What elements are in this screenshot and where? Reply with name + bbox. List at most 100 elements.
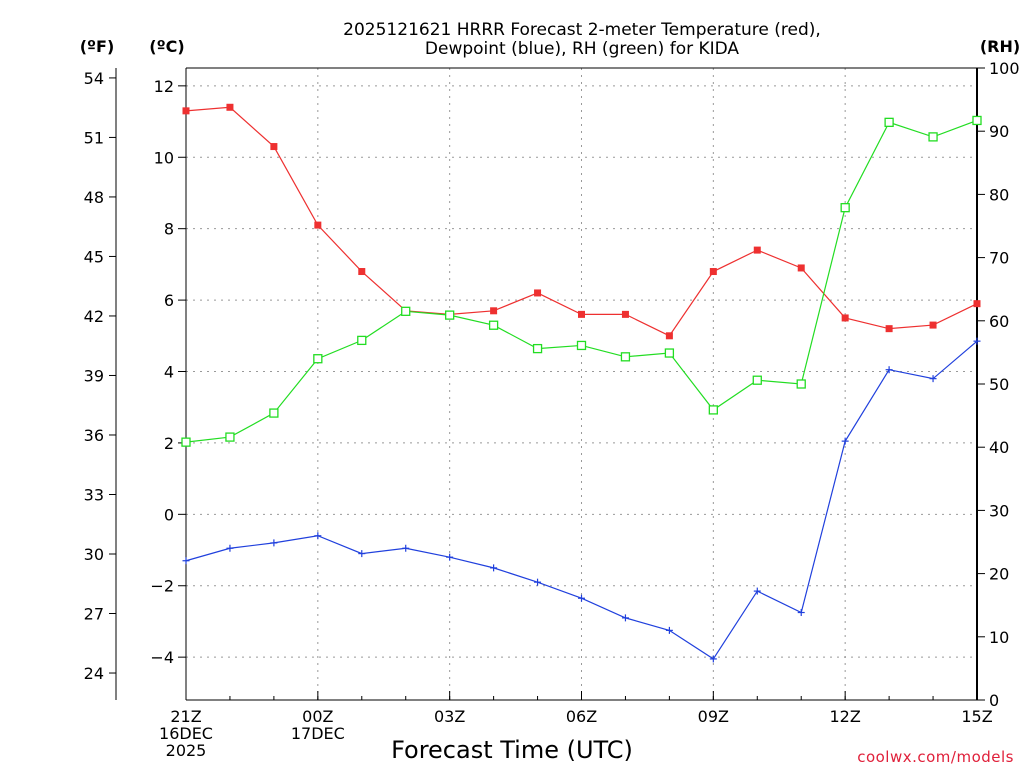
fahrenheit-tick-label: 51	[84, 128, 104, 147]
rh-tick-label: 90	[989, 122, 1009, 141]
temperature-point	[490, 307, 498, 315]
temperature-point	[797, 264, 805, 272]
dewpoint-point	[358, 550, 366, 558]
data-series	[181, 103, 982, 663]
series-rh	[181, 115, 982, 447]
temperature-point	[578, 310, 585, 318]
celsius-tick-label: 8	[164, 220, 174, 239]
temperature-point	[753, 246, 761, 254]
celsius-tick-label: 10	[154, 148, 174, 167]
temperature-point	[709, 268, 717, 276]
fahrenheit-tick-label: 48	[84, 188, 104, 207]
rh-point	[576, 340, 587, 351]
rh-point	[357, 335, 367, 346]
celsius-tick-label: −4	[150, 648, 174, 667]
dewpoint-point	[665, 626, 673, 634]
celsius-tick-label: −2	[150, 577, 174, 596]
source-credit: coolwx.com/models	[857, 748, 1014, 766]
temperature-point	[973, 300, 981, 308]
rh-point	[840, 203, 850, 213]
temperature-point	[270, 143, 278, 151]
rh-point	[884, 117, 894, 128]
rh-point	[313, 354, 323, 364]
rh-tick-label: 10	[989, 628, 1009, 647]
rh-point	[708, 405, 718, 415]
series-dewpoint	[182, 337, 981, 663]
series-temperature	[182, 103, 981, 340]
rh-tick-label: 80	[989, 185, 1009, 204]
rh-line	[185, 119, 978, 443]
grid-lines	[186, 68, 977, 700]
dewpoint-point	[621, 614, 629, 622]
fahrenheit-tick-label: 54	[84, 69, 104, 88]
rh-point	[928, 132, 938, 142]
rh-tick-label: 60	[989, 312, 1009, 331]
temperature-point	[841, 314, 849, 322]
dewpoint-point	[929, 375, 937, 383]
temperature-point	[885, 325, 893, 333]
rh-tick-label: 0	[989, 691, 999, 710]
chart-title-line-2: Dewpoint (blue), RH (green) for KIDA	[425, 39, 740, 59]
x-tick-label: 06Z	[566, 707, 597, 726]
fahrenheit-tick-label: 24	[84, 664, 104, 683]
fahrenheit-tick-label: 36	[84, 426, 104, 445]
x-tick-label: 2025	[166, 741, 207, 760]
chart-text: 2025121621 HRRR Forecast 2-meter Tempera…	[80, 20, 1020, 766]
axes: 121086420−2−4545148454239363330272410090…	[84, 59, 1020, 760]
dewpoint-point	[841, 437, 849, 445]
x-tick-label: 00Z	[302, 707, 333, 726]
dewpoint-point	[885, 366, 893, 374]
dewpoint-point	[270, 539, 278, 547]
x-tick-label: 21Z	[170, 707, 201, 726]
temperature-line	[185, 106, 978, 337]
rh-point	[796, 379, 806, 389]
celsius-tick-label: 0	[164, 505, 174, 524]
rh-point	[269, 408, 279, 418]
celsius-tick-label: 4	[164, 363, 174, 382]
rh-point	[445, 310, 455, 320]
rh-point	[401, 306, 411, 316]
rh-point	[620, 352, 631, 362]
dewpoint-point	[182, 557, 190, 565]
rh-point	[664, 348, 675, 358]
fahrenheit-unit-label: (ºF)	[80, 37, 115, 56]
rh-tick-label: 30	[989, 501, 1009, 520]
dewpoint-point	[753, 587, 761, 595]
dewpoint-point	[797, 609, 805, 617]
rh-tick-label: 50	[989, 375, 1009, 394]
x-tick-label: 17DEC	[291, 724, 345, 743]
temperature-point	[226, 103, 234, 111]
dewpoint-point	[709, 655, 717, 663]
fahrenheit-tick-label: 45	[84, 247, 104, 266]
celsius-unit-label: (ºC)	[149, 37, 184, 56]
rh-point	[225, 432, 235, 442]
chart-title-line-1: 2025121621 HRRR Forecast 2-meter Tempera…	[343, 20, 821, 40]
dewpoint-point	[490, 564, 498, 572]
x-tick-label: 03Z	[434, 707, 465, 726]
temperature-point	[534, 289, 542, 297]
rh-tick-label: 40	[989, 438, 1009, 457]
temperature-point	[358, 268, 366, 276]
dewpoint-point	[226, 544, 234, 552]
x-tick-label: 12Z	[830, 707, 861, 726]
dewpoint-point	[973, 337, 981, 345]
fahrenheit-tick-label: 30	[84, 545, 104, 564]
dewpoint-point	[314, 532, 322, 540]
rh-point	[972, 115, 982, 126]
dewpoint-point	[402, 544, 410, 552]
fahrenheit-tick-label: 39	[84, 366, 104, 385]
x-tick-label: 09Z	[698, 707, 729, 726]
rh-unit-label: (RH)	[980, 37, 1020, 56]
rh-tick-label: 70	[989, 249, 1009, 268]
fahrenheit-tick-label: 42	[84, 307, 104, 326]
x-axis-title: Forecast Time (UTC)	[391, 736, 633, 764]
temperature-point	[621, 310, 629, 318]
temperature-point	[929, 321, 937, 329]
rh-tick-label: 20	[989, 565, 1009, 584]
rh-tick-label: 100	[989, 59, 1020, 78]
celsius-tick-label: 2	[164, 434, 174, 453]
rh-point	[181, 437, 191, 447]
dewpoint-line	[185, 340, 978, 660]
